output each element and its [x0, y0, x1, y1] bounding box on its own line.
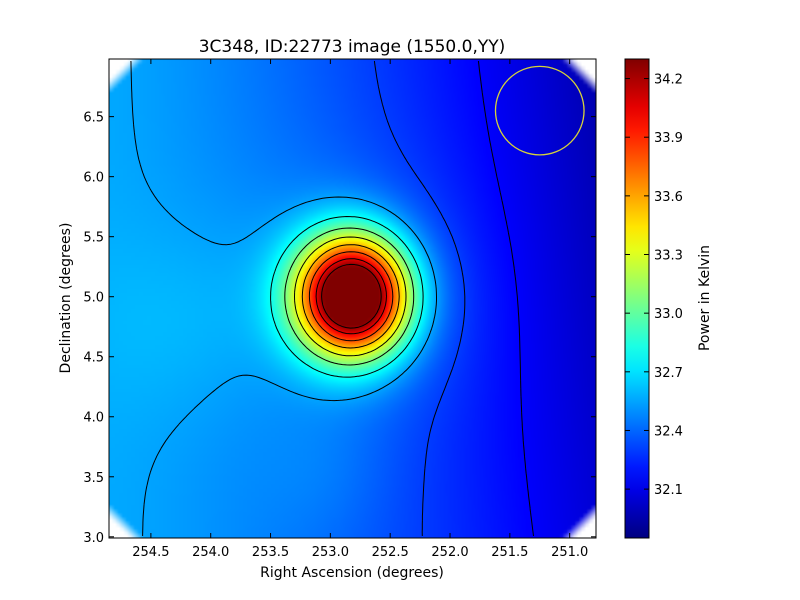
y-tick-label: 3.5 — [83, 471, 104, 486]
x-axis-label: Right Ascension (degrees) — [260, 565, 444, 581]
colorbar-tick-label: 33.6 — [654, 190, 683, 205]
contour-line — [308, 251, 394, 342]
x-tick-label: 254.0 — [192, 545, 229, 560]
plot-area — [108, 58, 597, 539]
contour-line — [294, 236, 407, 357]
contour-line — [315, 258, 387, 335]
heatmap-image — [109, 59, 596, 538]
colorbar-tick-label: 32.1 — [654, 483, 683, 498]
y-tick-label: 4.5 — [83, 351, 104, 366]
y-tick-label: 4.0 — [83, 411, 104, 426]
x-tick-label: 252.5 — [372, 545, 409, 560]
y-tick-label: 3.0 — [83, 531, 104, 546]
y-tick-label: 6.0 — [83, 171, 104, 186]
colorbar: 32.1 32.4 32.7 33.0 33.3 33.6 33.9 34.2 Power i… — [624, 58, 713, 539]
y-tick-label: 5.5 — [83, 231, 104, 246]
y-tick-label: 5.0 — [83, 291, 104, 306]
x-tick-label: 251.0 — [551, 545, 588, 560]
y-tick-label: 6.5 — [83, 111, 104, 126]
contour-line — [301, 244, 400, 349]
contour-line — [284, 227, 415, 366]
contour-line — [270, 216, 424, 378]
colorbar-gradient — [625, 59, 649, 538]
x-tick-label: 253.5 — [252, 545, 289, 560]
y-axis: 3.0 3.5 4.0 4.5 5.0 5.5 6.0 6.5 — [83, 111, 596, 546]
colorbar-label: Power in Kelvin — [697, 245, 713, 351]
contour-line — [130, 60, 437, 537]
colorbar-tick-label: 33.0 — [654, 307, 683, 322]
contour-line — [321, 263, 382, 329]
colorbar-tick-label: 34.2 — [654, 73, 683, 88]
colorbar-tick-label: 32.4 — [654, 424, 683, 439]
x-tick-label: 252.0 — [431, 545, 468, 560]
x-tick-label: 254.5 — [132, 545, 169, 560]
colorbar-tick-label: 32.7 — [654, 366, 683, 381]
contour-line — [477, 60, 534, 537]
colorbar-tick-label: 33.3 — [654, 249, 683, 264]
contour-line — [373, 60, 466, 537]
x-tick-label: 253.0 — [312, 545, 349, 560]
contour-lines — [130, 60, 534, 537]
plot-frame — [108, 58, 597, 539]
x-tick-label: 251.5 — [491, 545, 528, 560]
chart-title: 3C348, ID:22773 image (1550.0,YY) — [199, 37, 506, 57]
colorbar-frame — [624, 58, 650, 539]
x-axis: 254.5 254.0 253.5 253.0 252.5 252.0 251.5 251.0 — [132, 59, 588, 560]
beam-circle — [494, 65, 585, 156]
colorbar-tick-label: 33.9 — [654, 131, 683, 146]
y-axis-label: Declination (degrees) — [58, 223, 74, 374]
colorbar-ticks: 32.1 32.4 32.7 33.0 33.3 33.6 33.9 34.2 — [625, 73, 683, 498]
